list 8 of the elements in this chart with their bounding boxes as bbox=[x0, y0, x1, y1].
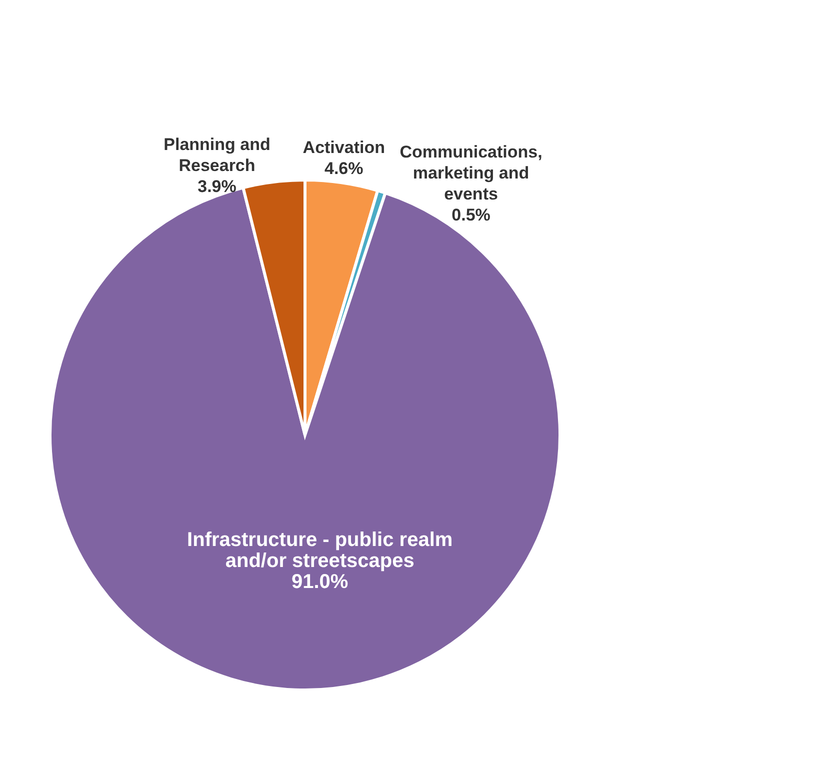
data-label: 0.5% bbox=[452, 205, 490, 224]
slice-label: Planning and Research bbox=[164, 135, 270, 176]
slice-label: Activation bbox=[302, 138, 385, 157]
slice-label: Communications, marketing and events bbox=[400, 142, 542, 204]
data-label: 4.6% bbox=[324, 158, 364, 178]
data-label: 91.0% bbox=[291, 570, 348, 593]
data-label: 3.9% bbox=[198, 177, 236, 196]
slice-label: Infrastructure - public realm and/or streetscapes bbox=[187, 528, 453, 572]
